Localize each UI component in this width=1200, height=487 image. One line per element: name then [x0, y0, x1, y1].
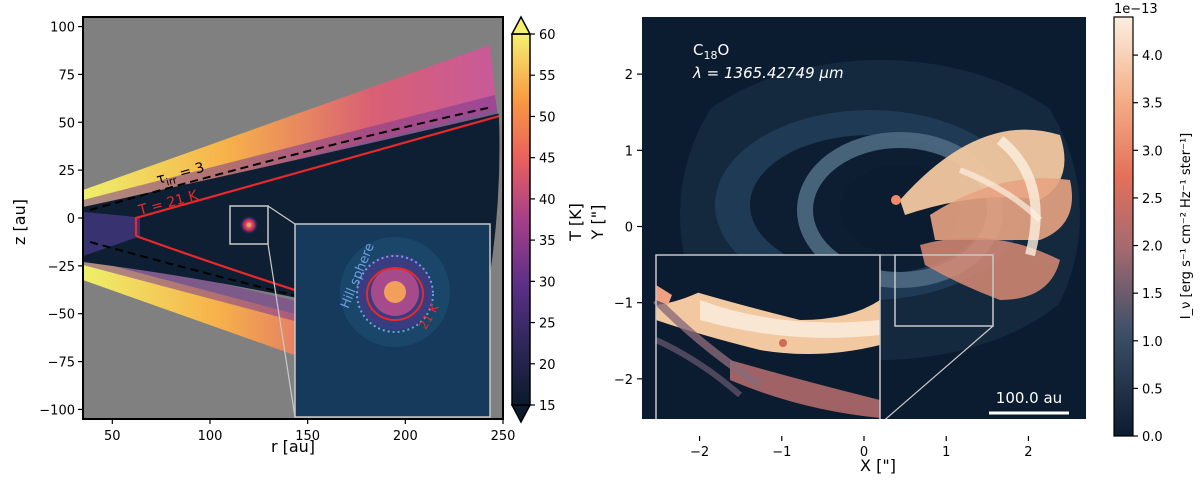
temperature-colorbar-tick-label: 25 [539, 317, 556, 332]
temperature-colorbar-tick-label: 50 [539, 110, 556, 125]
right-x-tick-label: −2 [690, 445, 709, 460]
colorbar-extend-min [510, 404, 532, 424]
right-x-tick-label: 2 [1024, 445, 1032, 460]
intensity-colorbar-tick-label: 1.0 [1142, 335, 1163, 350]
emission-map: C18O λ = 1365.42749 μm 100.0 au [642, 17, 1086, 419]
left-y-tick-label: −75 [48, 356, 75, 371]
intensity-colorbar: 4.0 3.5 3.0 2.5 2.0 1.5 1.0 0.5 0.0 1e−13 I_ν [e… [1113, 2, 1194, 445]
right-y-tick-label: 2 [625, 68, 633, 83]
left-y-tick-label: 25 [58, 164, 75, 179]
scale-bar-label: 100.0 au [996, 389, 1062, 407]
zoom-box [229, 205, 269, 245]
right-x-label: X ["] [860, 456, 896, 475]
right-x-tick-label: −1 [772, 445, 791, 460]
left-x-axis: 50 100 150 200 250 [104, 419, 515, 444]
tau-label: τirr = 3 [155, 160, 207, 191]
tau-upper-line [89, 106, 493, 211]
species-label: C18O [693, 41, 729, 62]
temperature-colorbar-tick-label: 60 [539, 28, 556, 43]
left-y-tick-label: 100 [50, 21, 75, 36]
temperature-colorbar-tick-label: 45 [539, 152, 556, 167]
intensity-colorbar-tick-label: 4.0 [1142, 49, 1163, 64]
temperature-colorbar-tick-label: 15 [539, 399, 556, 414]
intensity-colorbar-label: I_ν [erg s⁻¹ cm⁻² Hz⁻¹ ster⁻¹] [1179, 133, 1194, 319]
intensity-colorbar-tick-label: 0.5 [1142, 382, 1163, 397]
left-y-tick-label: 50 [58, 116, 75, 131]
temperature-colorbar-tick-label: 30 [539, 275, 556, 290]
left-y-tick-label: −50 [48, 308, 75, 323]
left-y-axis: 100 75 50 25 0 −25 −50 −75 −100 [39, 21, 83, 418]
wavelength-label: λ = 1365.42749 μm [692, 64, 844, 82]
left-y-tick-label: −100 [39, 403, 75, 418]
right-y-tick-label: 1 [625, 144, 633, 159]
emission-inset [653, 255, 880, 419]
intensity-colorbar-tick-label: 0.0 [1142, 430, 1163, 445]
left-x-tick-label: 50 [104, 429, 121, 444]
intensity-colorbar-tick-label: 3.5 [1142, 97, 1163, 112]
left-x-tick-label: 100 [198, 429, 223, 444]
left-x-tick-label: 200 [393, 429, 418, 444]
hill-sphere-circle [356, 255, 434, 333]
right-x-tick-label: 1 [942, 445, 950, 460]
temperature-colorbar-tick-label: 40 [539, 193, 556, 208]
right-x-tick-label: 0 [860, 445, 868, 460]
planet-emission [891, 195, 901, 205]
left-y-tick-label: 0 [67, 212, 75, 227]
left-y-label: z [au] [10, 199, 29, 245]
intensity-colorbar-tick-label: 1.5 [1142, 287, 1163, 302]
right-y-tick-label: −1 [614, 297, 633, 312]
left-x-label: r [au] [271, 437, 315, 456]
temperature-colorbar-tick-label: 55 [539, 69, 556, 84]
left-y-tick-label: 75 [58, 68, 75, 83]
right-y-axis: 2 1 0 −1 −2 [614, 68, 642, 388]
temperature-colorbar-tick-label: 35 [539, 234, 556, 249]
intensity-colorbar-tick-label: 2.0 [1142, 240, 1163, 255]
right-zoom-box [894, 254, 994, 327]
temperature-colorbar-label: T [K] [566, 203, 585, 242]
colorbar-multiplier: 1e−13 [1114, 2, 1158, 17]
right-y-label: Y ["] [588, 205, 607, 241]
temperature-colorbar-tick-label: 20 [539, 358, 556, 373]
upper-atmosphere [83, 45, 497, 212]
inset-temp-contour [366, 267, 424, 321]
intensity-colorbar-tick-label: 2.5 [1142, 192, 1163, 207]
colorbar-extend-max [510, 15, 532, 35]
temperature-colorbar-fill [512, 34, 530, 405]
left-y-tick-label: −25 [48, 260, 75, 275]
planet-inset: Hill sphere 21 K [295, 224, 490, 417]
temperature-map: Hill sphere 21 K τirr = 3 T = 21 K [83, 17, 503, 419]
intensity-colorbar-tick-label: 3.0 [1142, 144, 1163, 159]
right-y-tick-label: 0 [625, 221, 633, 236]
right-y-tick-label: −2 [614, 373, 633, 388]
left-x-tick-label: 250 [491, 429, 516, 444]
temp-contour-upper [134, 113, 503, 236]
left-x-tick-label: 150 [295, 429, 320, 444]
intensity-colorbar-fill [1114, 17, 1133, 436]
right-x-axis: −2 −1 0 1 2 [690, 436, 1033, 460]
temperature-colorbar: 60 55 50 45 40 35 30 25 20 15 T [K] [510, 15, 585, 424]
lower-bright-arc [920, 237, 1060, 300]
